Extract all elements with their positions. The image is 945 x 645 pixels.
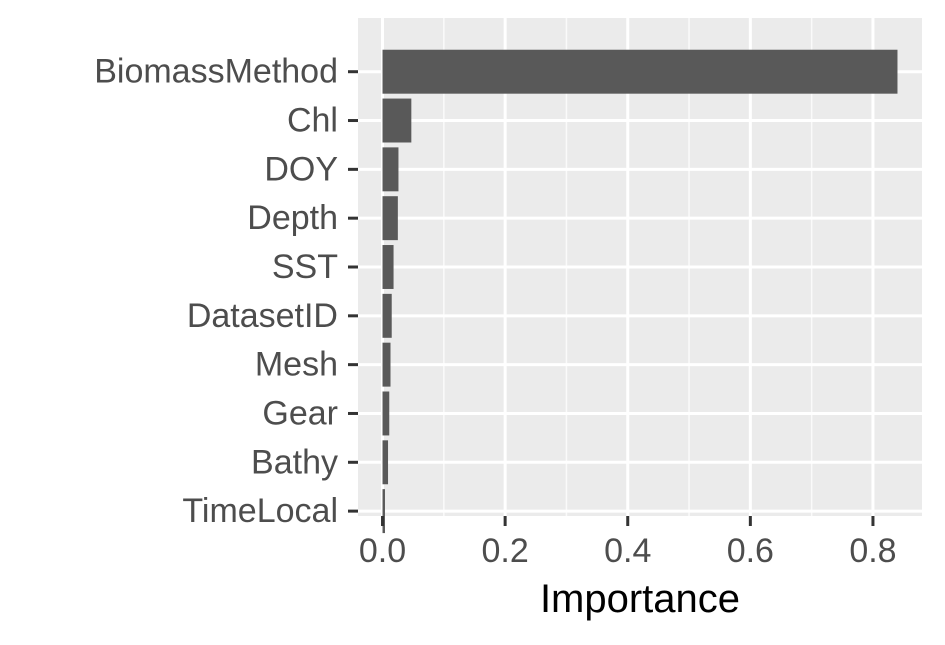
- x-tick-label: 0.6: [727, 532, 774, 570]
- x-tick-label: 0.2: [481, 532, 528, 570]
- x-axis-title: Importance: [540, 577, 740, 621]
- bar-bathy: [382, 440, 389, 485]
- bar-datasetid: [382, 293, 392, 338]
- bar-sst: [382, 245, 394, 289]
- y-tick-label: Chl: [287, 102, 338, 140]
- y-tick-label: BiomassMethod: [94, 53, 338, 91]
- x-tick-label: 0.0: [359, 532, 406, 570]
- y-tick-label: Depth: [247, 199, 338, 237]
- bar-depth: [382, 196, 398, 241]
- bar-mesh: [382, 342, 391, 387]
- y-tick-label: DatasetID: [187, 297, 338, 335]
- y-tick-label: TimeLocal: [182, 492, 338, 530]
- y-axis-ticks: BiomassMethod Chl DOY Depth SST DatasetID Mesh…: [94, 53, 358, 530]
- bar-biomassmethod: [382, 49, 898, 94]
- y-tick-label: Gear: [262, 394, 338, 432]
- bar-gear: [382, 391, 390, 436]
- x-tick-label: 0.4: [604, 532, 651, 570]
- bars: [382, 49, 898, 534]
- y-tick-label: Mesh: [255, 346, 338, 384]
- y-tick-label: SST: [272, 248, 338, 286]
- x-tick-label: 0.8: [849, 532, 896, 570]
- bar-timelocal: [382, 489, 385, 534]
- y-tick-label: Bathy: [251, 443, 338, 481]
- bar-chl: [382, 98, 412, 143]
- x-axis-ticks: 0.0 0.2 0.4 0.6 0.8: [359, 516, 897, 570]
- bar-doy: [382, 147, 399, 192]
- y-tick-label: DOY: [264, 150, 338, 188]
